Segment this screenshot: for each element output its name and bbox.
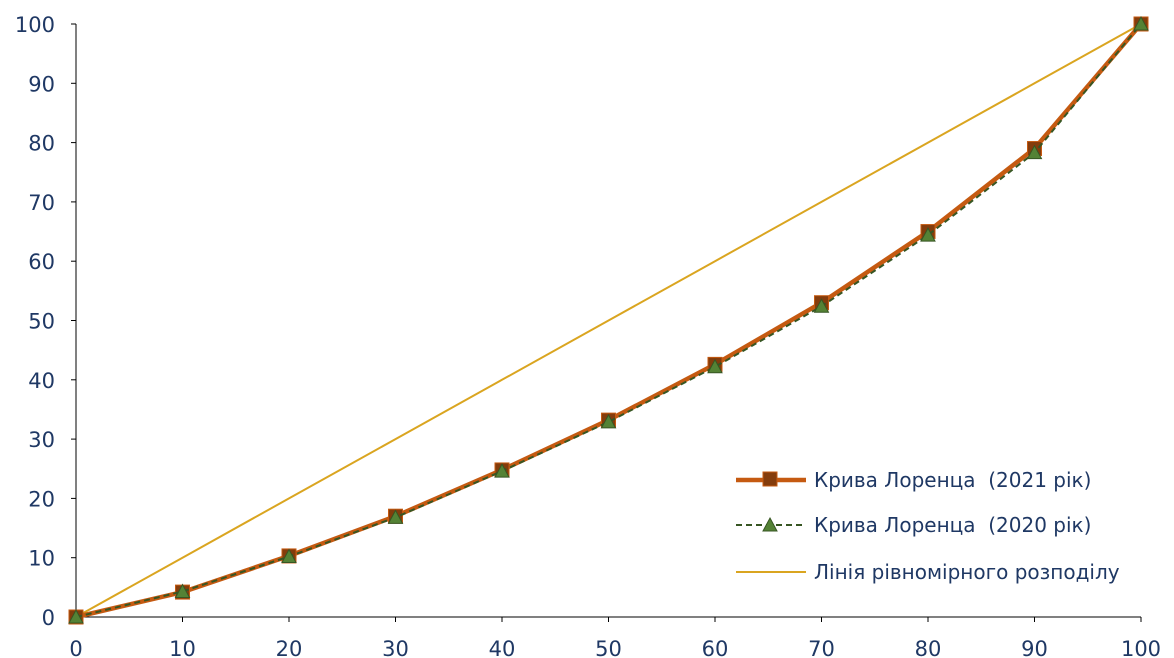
y-tick-label: 20: [28, 487, 55, 511]
point-2020: [281, 548, 297, 564]
y-tick-label: 0: [42, 606, 55, 630]
series-line-equality: [75, 23, 1142, 618]
y-tick-label: 10: [28, 547, 55, 571]
x-tick-label: 100: [1121, 637, 1161, 658]
legend-item-2021: Крива Лоренца (2021 рік): [736, 468, 1091, 492]
point-2020: [813, 298, 830, 313]
legend-label-equality: Лінія рівномірного розподілу: [814, 560, 1120, 584]
y-tick-label: 50: [28, 310, 55, 334]
y-axis: 0 10 20 30 40 50 60 70 80 90 100: [15, 13, 77, 630]
point-2020: [1026, 144, 1043, 160]
x-tick-label: 10: [169, 637, 196, 658]
point-2020: [174, 583, 191, 599]
point-2020: [920, 227, 936, 242]
legend-marker-2021: [762, 471, 778, 487]
x-tick-label: 80: [915, 637, 942, 658]
legend-label-2021: Крива Лоренца (2021 рік): [814, 468, 1091, 492]
legend-marker-2020: [762, 516, 778, 532]
legend-label-2020: Крива Лоренца (2020 рік): [814, 513, 1091, 537]
x-tick-label: 50: [595, 637, 622, 658]
y-tick-label: 80: [28, 132, 55, 156]
y-tick-label: 60: [28, 250, 55, 274]
legend-item-equality: Лінія рівномірного розподілу: [736, 560, 1120, 584]
point-2020: [387, 509, 404, 524]
x-tick-label: 20: [276, 637, 303, 658]
x-tick-label: 70: [808, 637, 835, 658]
y-tick-label: 90: [28, 72, 55, 96]
x-tick-label: 0: [69, 637, 82, 658]
x-tick-label: 30: [382, 637, 409, 658]
x-tick-label: 40: [489, 637, 516, 658]
y-tick-label: 30: [28, 428, 55, 452]
y-tick-label: 70: [28, 191, 55, 215]
point-2020: [68, 608, 84, 624]
legend-item-2020: Крива Лоренца (2020 рік): [736, 513, 1091, 537]
series-layer: [68, 15, 1149, 625]
y-tick-label: 100: [15, 13, 55, 37]
x-axis: 0 10 20 30 40 50 60 70 80 90 100: [69, 616, 1161, 658]
point-2020: [1133, 15, 1149, 31]
series-line-2020: [75, 23, 1142, 618]
point-2020: [707, 358, 723, 374]
x-tick-label: 90: [1021, 637, 1048, 658]
point-2020: [494, 463, 510, 478]
x-tick-label: 60: [702, 637, 729, 658]
point-2020: [600, 413, 617, 429]
y-tick-label: 40: [28, 369, 55, 393]
legend: Крива Лоренца (2021 рік) Крива Лоренца (…: [736, 468, 1120, 584]
